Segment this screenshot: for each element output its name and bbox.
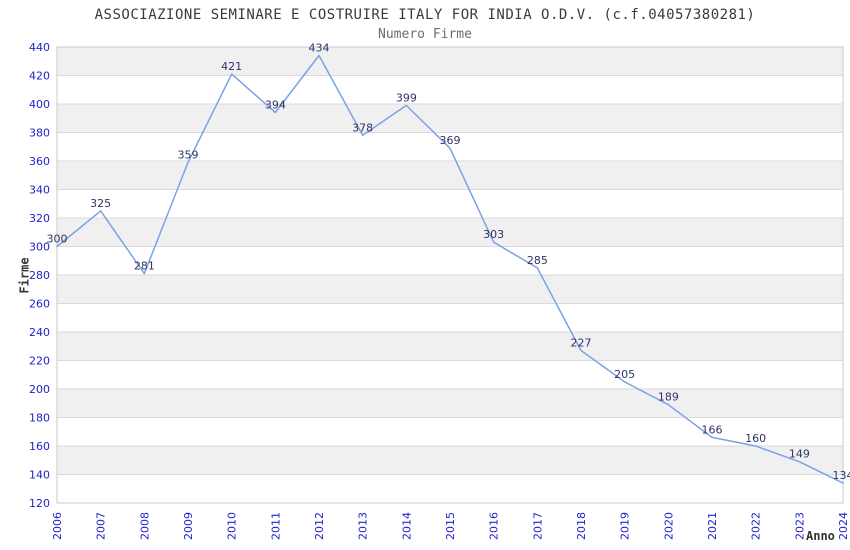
x-tick-label: 2022 [750,512,763,540]
x-tick-label: 2016 [488,512,501,540]
y-tick-label: 300 [29,241,50,254]
y-tick-label: 320 [29,212,50,225]
plot-band [57,332,843,361]
x-tick-label: 2006 [51,512,64,540]
data-point-label: 378 [352,121,373,134]
x-tick-label: 2021 [706,512,719,540]
x-tick-label: 2023 [793,512,806,540]
y-tick-label: 360 [29,155,50,168]
data-point-label: 281 [134,260,155,273]
data-point-label: 303 [483,228,504,241]
y-tick-label: 220 [29,355,50,368]
data-point-label: 394 [265,99,286,112]
x-tick-label: 2007 [95,512,108,540]
data-point-label: 160 [745,432,766,445]
data-point-label: 166 [702,423,723,436]
x-tick-label: 2012 [313,512,326,540]
data-point-label: 325 [90,197,111,210]
data-point-label: 134 [833,469,850,482]
plot-band [57,218,843,247]
x-tick-label: 2015 [444,512,457,540]
data-point-label: 149 [789,448,810,461]
y-tick-label: 240 [29,326,50,339]
series-line [56,54,844,484]
x-tick-label: 2013 [357,512,370,540]
x-tick-label: 2019 [619,512,632,540]
y-tick-label: 280 [29,269,50,282]
data-point-label: 285 [527,254,548,267]
data-point-label: 227 [571,337,592,350]
plot-band [57,161,843,190]
x-tick-label: 2024 [837,512,850,540]
y-tick-label: 140 [29,469,50,482]
x-tick-label: 2010 [226,512,239,540]
y-axis-title: Firme [17,257,32,294]
data-point-label: 421 [221,60,242,73]
plot-band [57,389,843,418]
chart-title: ASSOCIAZIONE SEMINARE E COSTRUIRE ITALY … [94,7,756,23]
y-tick-label: 340 [29,184,50,197]
y-tick-label: 260 [29,298,50,311]
data-point-label: 399 [396,91,417,104]
y-tick-label: 400 [29,98,50,111]
y-tick-label: 200 [29,383,50,396]
plot-band [57,47,843,76]
plot-band [57,104,843,133]
y-tick-label: 440 [29,41,50,54]
plot-border [56,46,844,504]
x-tick-label: 2009 [182,512,195,540]
x-tick-label: 2011 [269,512,282,540]
y-tick-label: 160 [29,440,50,453]
y-tick-label: 180 [29,412,50,425]
y-tick-label: 120 [29,497,50,510]
plot-band [57,275,843,304]
data-point-label: 359 [178,148,199,161]
x-tick-label: 2014 [400,512,413,540]
x-tick-label: 2008 [138,512,151,540]
data-point-label: 205 [614,368,635,381]
data-point-label: 434 [309,42,330,55]
x-tick-label: 2018 [575,512,588,540]
data-point-label: 189 [658,391,679,404]
x-axis-title: Anno [806,529,835,543]
x-tick-label: 2017 [531,512,544,540]
data-point-label: 300 [47,233,68,246]
chart-subtitle: Numero Firme [378,27,472,42]
y-tick-label: 380 [29,127,50,140]
y-tick-label: 420 [29,70,50,83]
data-point-label: 369 [440,134,461,147]
x-tick-label: 2020 [662,512,675,540]
plot-band [57,446,843,475]
